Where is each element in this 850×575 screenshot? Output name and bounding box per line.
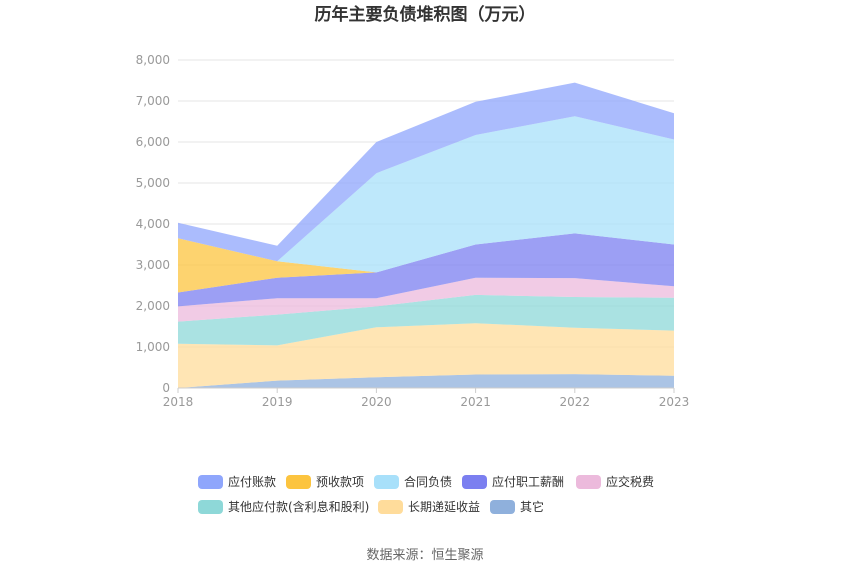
- x-tick-label: 2018: [163, 395, 194, 409]
- area-长期递延收益: [178, 323, 674, 388]
- area-应付账款: [178, 82, 674, 262]
- y-tick-label: 4,000: [136, 217, 170, 231]
- legend-label: 其它: [520, 499, 544, 514]
- legend-label: 其他应付款(含利息和股利): [228, 499, 369, 514]
- area-其他应付款(含利息和股利): [178, 294, 674, 346]
- legend-swatch: [374, 475, 399, 489]
- y-tick-label: 6,000: [136, 135, 170, 149]
- x-tick-label: 2022: [560, 395, 591, 409]
- legend-swatch: [378, 500, 403, 514]
- y-tick-label: 8,000: [136, 53, 170, 67]
- y-tick-label: 3,000: [136, 258, 170, 272]
- legend-label: 应付账款: [228, 474, 276, 489]
- y-tick-label: 7,000: [136, 94, 170, 108]
- area-series: [178, 82, 674, 388]
- axes: 0 1,000 2,000 3,000 4,000 5,000 6,000 7,000 8,00…: [136, 53, 690, 409]
- data-source-label: 数据来源：恒生聚源: [366, 548, 483, 563]
- legend-swatch: [576, 475, 601, 489]
- y-tick-label: 5,000: [136, 176, 170, 190]
- legend-label: 合同负债: [404, 474, 452, 489]
- x-tick-label: 2023: [659, 395, 690, 409]
- legend-label: 预收款项: [316, 475, 364, 489]
- chart-title: 历年主要负债堆积图（万元）: [315, 4, 536, 25]
- area-合同负债: [178, 116, 674, 273]
- y-tick-label: 1,000: [136, 340, 170, 354]
- x-tick-label: 2019: [262, 395, 293, 409]
- x-tick-label: 2021: [460, 395, 491, 409]
- x-tick-label: 2020: [361, 395, 392, 409]
- legend-swatch: [198, 500, 223, 514]
- legend-label: 应交税费: [606, 474, 654, 489]
- legend-label: 长期递延收益: [408, 500, 480, 514]
- legend-swatch: [286, 475, 311, 489]
- y-tick-label: 2,000: [136, 299, 170, 313]
- area-应付职工薪酬: [178, 233, 674, 307]
- legend-swatch: [462, 475, 487, 489]
- legend-swatch: [490, 500, 515, 514]
- area-其它: [178, 374, 674, 388]
- area-应交税费: [178, 277, 674, 322]
- legend-label: 应付职工薪酬: [492, 474, 564, 489]
- y-tick-label: 0: [162, 381, 170, 395]
- area-预收款项: [178, 233, 674, 293]
- legend-swatch: [198, 475, 223, 489]
